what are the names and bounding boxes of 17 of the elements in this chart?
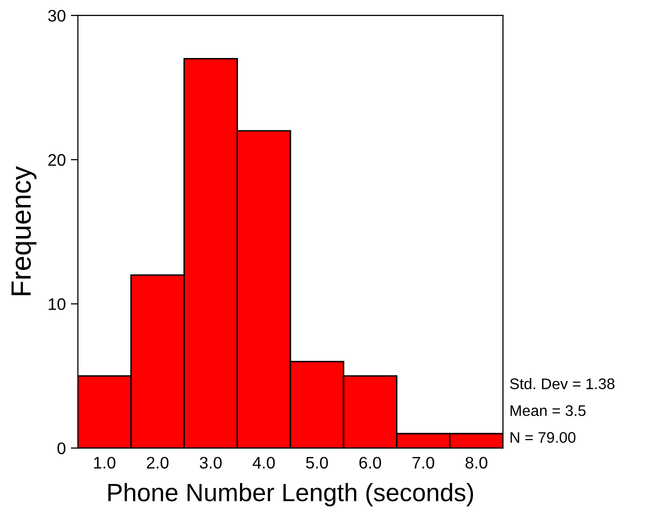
- x-tick-label: 7.0: [412, 456, 434, 469]
- x-axis-title: Phone Number Length (seconds): [108, 483, 474, 506]
- y-axis-title: Frequency: [12, 166, 36, 296]
- text: Std. Dev = 1.38: [510, 378, 614, 390]
- text: N = 79.00: [510, 432, 576, 443]
- x-tick-label: 3.0: [200, 456, 222, 469]
- x-tick-label: 5.0: [306, 456, 328, 469]
- y-tick-label: 0: [57, 442, 66, 454]
- x-tick-label: 6.0: [359, 456, 382, 469]
- x-tick-label: 8.0: [466, 456, 488, 469]
- text: Mean = 3.5: [510, 405, 586, 416]
- x-tick-label: 1.0: [94, 456, 116, 469]
- y-tick-label: 10: [48, 298, 66, 310]
- y-tick-label: 30: [48, 10, 66, 22]
- x-tick-label: 2.0: [146, 456, 169, 469]
- y-tick-label: 20: [48, 154, 66, 166]
- x-tick-label: 4.0: [252, 456, 275, 469]
